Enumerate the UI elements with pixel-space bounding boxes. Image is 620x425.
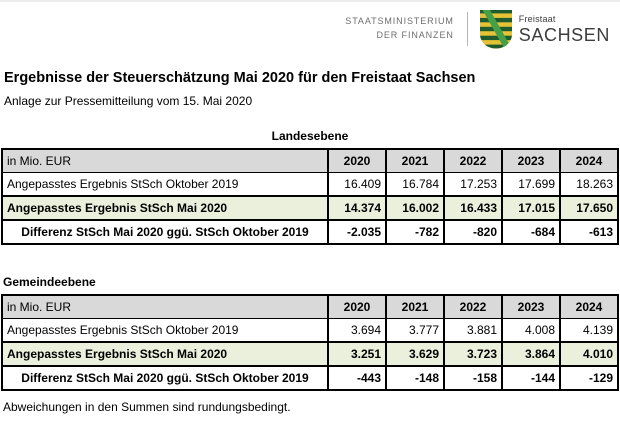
value-cell: 14.374	[327, 195, 387, 221]
year-header-cell: 2021	[385, 294, 445, 319]
value-cell: 3.777	[385, 318, 445, 343]
value-cell: 16.433	[443, 195, 503, 221]
year-header-cell: 2023	[501, 294, 561, 319]
year-header-cell: 2020	[327, 294, 387, 319]
value-cell: -443	[327, 365, 387, 391]
unit-header-cell: in Mio. EUR	[1, 148, 329, 173]
value-cell: 4.010	[559, 341, 619, 367]
value-cell: -144	[501, 365, 561, 391]
table-row-oktober-2019: Angepasstes Ergebnis StSch Oktober 2019 …	[1, 172, 619, 197]
value-cell: 4.139	[559, 318, 619, 343]
page-title: Ergebnisse der Steuerschätzung Mai 2020 …	[4, 70, 476, 86]
value-cell: -782	[385, 219, 445, 245]
row-label: Angepasstes Ergebnis StSch Mai 2020	[1, 195, 329, 221]
value-cell: 17.650	[559, 195, 619, 221]
value-cell: 3.629	[385, 341, 445, 367]
table-row-differenz: Differenz StSch Mai 2020 ggü. StSch Okto…	[1, 365, 619, 391]
value-cell: 16.002	[385, 195, 445, 221]
ministry-line1: STAATSMINISTERIUM	[345, 16, 454, 27]
table-landesebene: in Mio. EUR 2020 2021 2022 2023 2024 Ang…	[1, 148, 619, 245]
wordmark-sachsen: SACHSEN	[518, 24, 610, 45]
table-row-mai-2020: Angepasstes Ergebnis StSch Mai 2020 3.25…	[1, 341, 619, 367]
table-row-differenz: Differenz StSch Mai 2020 ggü. StSch Okto…	[1, 219, 619, 245]
table-gemeindeebene: in Mio. EUR 2020 2021 2022 2023 2024 Ang…	[1, 294, 619, 391]
year-header-cell: 2024	[559, 294, 619, 319]
value-cell: 3.251	[327, 341, 387, 367]
year-header-cell: 2024	[559, 148, 619, 173]
value-cell: -129	[559, 365, 619, 391]
table-caption-gemeindeebene: Gemeindeebene	[3, 275, 96, 289]
value-cell: 3.881	[443, 318, 503, 343]
value-cell: 16.409	[327, 172, 387, 197]
table-row-oktober-2019: Angepasstes Ergebnis StSch Oktober 2019 …	[1, 318, 619, 343]
value-cell: 17.015	[501, 195, 561, 221]
value-cell: -684	[501, 219, 561, 245]
page-subtitle: Anlage zur Pressemitteilung vom 15. Mai …	[4, 94, 253, 108]
table-caption-landesebene: Landesebene	[271, 129, 349, 143]
year-header-cell: 2022	[443, 294, 503, 319]
table-header-row: in Mio. EUR 2020 2021 2022 2023 2024	[1, 148, 619, 173]
unit-header-cell: in Mio. EUR	[1, 294, 329, 319]
saxony-coat-of-arms-icon	[479, 10, 512, 49]
value-cell: 16.784	[385, 172, 445, 197]
value-cell: -2.035	[327, 219, 387, 245]
year-header-cell: 2022	[443, 148, 503, 173]
value-cell: 3.694	[327, 318, 387, 343]
year-header-cell: 2021	[385, 148, 445, 173]
wordmark-freistaat: Freistaat	[518, 13, 556, 24]
value-cell: 3.864	[501, 341, 561, 367]
row-label: Angepasstes Ergebnis StSch Mai 2020	[1, 341, 329, 367]
value-cell: -613	[559, 219, 619, 245]
row-label: Differenz StSch Mai 2020 ggü. StSch Okto…	[1, 365, 329, 391]
value-cell: 18.263	[559, 172, 619, 197]
row-label: Differenz StSch Mai 2020 ggü. StSch Okto…	[1, 219, 329, 245]
table-row-mai-2020: Angepasstes Ergebnis StSch Mai 2020 14.3…	[1, 195, 619, 221]
logo-divider	[466, 12, 468, 46]
ministry-name: STAATSMINISTERIUM DER FINANZEN	[345, 15, 453, 43]
value-cell: 17.699	[501, 172, 561, 197]
ministry-line2: DER FINANZEN	[376, 30, 454, 40]
letterhead: STAATSMINISTERIUM DER FINANZEN Freistaat	[0, 2, 620, 56]
value-cell: 17.253	[443, 172, 503, 197]
row-label: Angepasstes Ergebnis StSch Oktober 2019	[1, 172, 329, 197]
footnote: Abweichungen in den Summen sind rundungs…	[3, 400, 291, 414]
table-header-row: in Mio. EUR 2020 2021 2022 2023 2024	[1, 294, 619, 319]
value-cell: -820	[443, 219, 503, 245]
value-cell: -148	[385, 365, 445, 391]
value-cell: -158	[443, 365, 503, 391]
value-cell: 4.008	[501, 318, 561, 343]
year-header-cell: 2020	[327, 148, 387, 173]
year-header-cell: 2023	[501, 148, 561, 173]
state-wordmark: Freistaat SACHSEN	[518, 13, 610, 45]
value-cell: 3.723	[443, 341, 503, 367]
row-label: Angepasstes Ergebnis StSch Oktober 2019	[1, 318, 329, 343]
